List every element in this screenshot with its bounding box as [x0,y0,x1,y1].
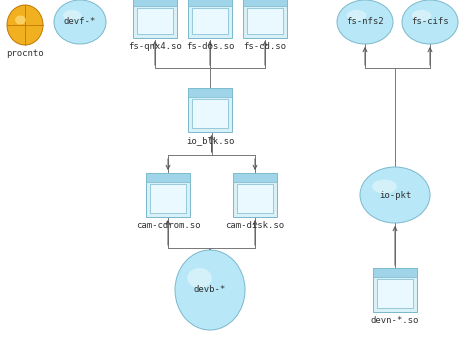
Bar [146,173,190,182]
Text: fs-cd.so: fs-cd.so [244,42,287,51]
Bar [247,8,283,34]
Ellipse shape [337,0,393,44]
Bar [373,268,417,312]
Ellipse shape [402,0,458,44]
Bar [133,0,177,38]
Bar [188,0,232,38]
Bar [193,8,228,34]
Ellipse shape [372,180,397,194]
Bar [373,268,417,277]
Ellipse shape [15,15,26,25]
Ellipse shape [412,10,431,21]
Bar [188,88,232,132]
Text: fs-dos.so: fs-dos.so [186,42,234,51]
Text: devb-*: devb-* [194,286,226,294]
Text: cam-cdrom.so: cam-cdrom.so [136,221,200,230]
Bar [237,184,273,213]
Bar [243,0,287,6]
Bar [233,173,277,217]
Bar [133,0,177,6]
Bar [188,0,232,6]
Bar [243,0,287,38]
Ellipse shape [187,268,212,288]
Text: procnto: procnto [6,49,44,58]
Text: fs-nfs2: fs-nfs2 [346,17,384,26]
Text: cam-disk.so: cam-disk.so [226,221,285,230]
Ellipse shape [54,0,106,44]
Bar [233,173,277,182]
Text: devn-*.so: devn-*.so [371,316,419,325]
Bar [151,184,185,213]
Text: fs-qnx4.so: fs-qnx4.so [128,42,182,51]
Text: devf-*: devf-* [64,17,96,26]
Text: io-pkt: io-pkt [379,190,411,199]
Ellipse shape [63,10,81,21]
Ellipse shape [175,250,245,330]
Ellipse shape [7,5,43,45]
Bar [188,88,232,97]
Ellipse shape [360,167,430,223]
Ellipse shape [347,10,366,21]
Text: io_blk.so: io_blk.so [186,136,234,145]
Bar [193,99,228,128]
Bar [146,173,190,217]
Bar [378,279,413,307]
Bar [137,8,173,34]
Text: fs-cifs: fs-cifs [411,17,449,26]
